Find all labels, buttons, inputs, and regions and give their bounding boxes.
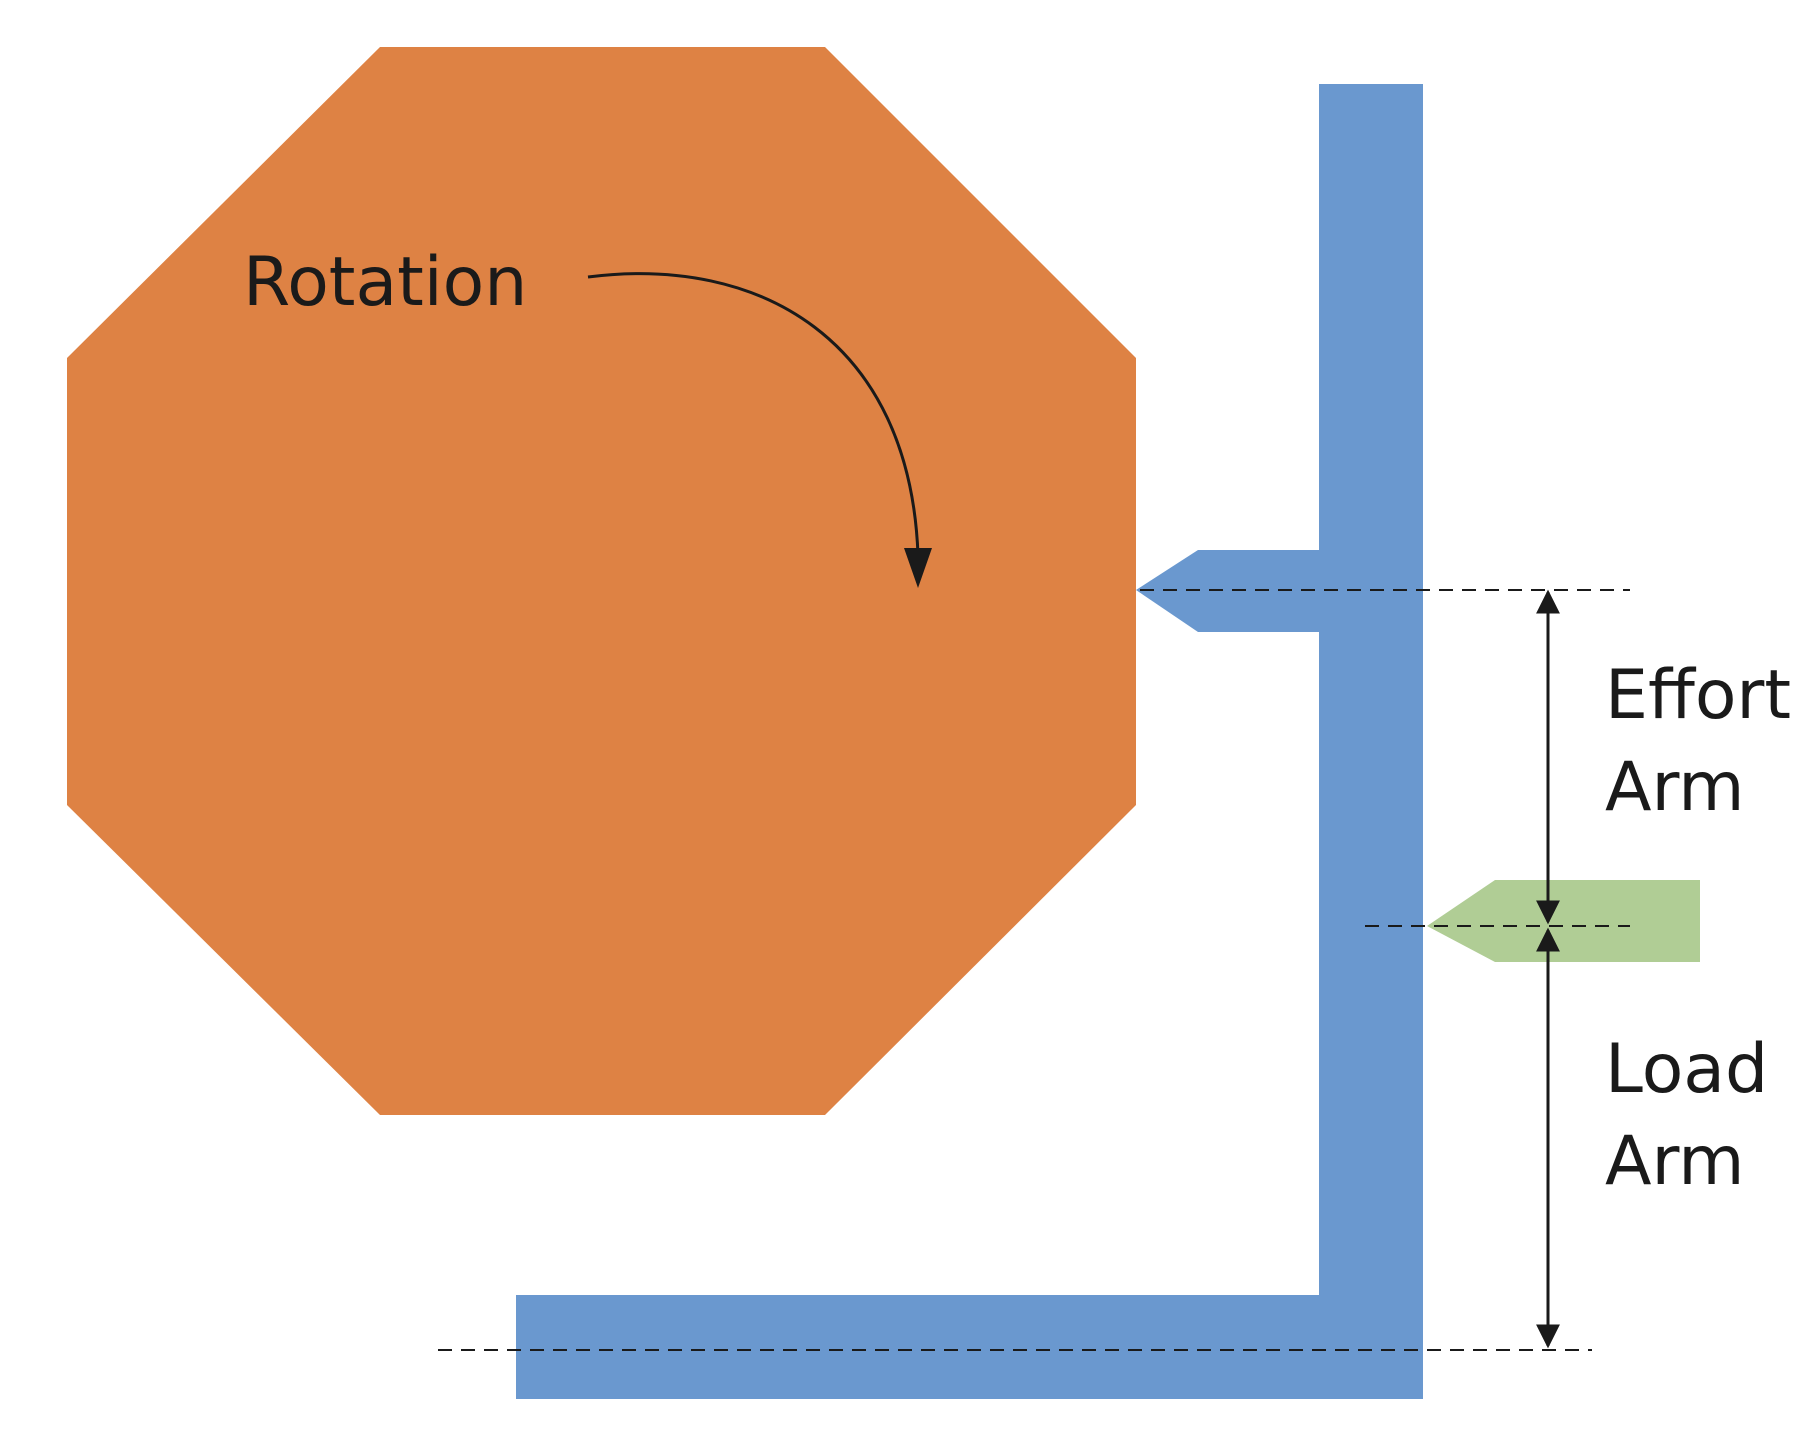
rotation-label: Rotation (243, 243, 527, 322)
cam-octagon (67, 47, 1136, 1115)
effort-arm-label-line2: Arm (1605, 748, 1745, 827)
lever-horizontal-bar (516, 1295, 1423, 1399)
effort-pointer (1136, 550, 1320, 632)
effort-arm-label-line1: Effort (1605, 656, 1791, 735)
rotation-arrow (587, 272, 920, 556)
load-tip (1427, 880, 1700, 962)
load-arm-label-line2: Arm (1605, 1122, 1745, 1201)
load-arm-label-line1: Load (1605, 1030, 1768, 1109)
lever-vertical-bar (1319, 84, 1423, 1399)
rotation-arrowhead (904, 548, 932, 588)
